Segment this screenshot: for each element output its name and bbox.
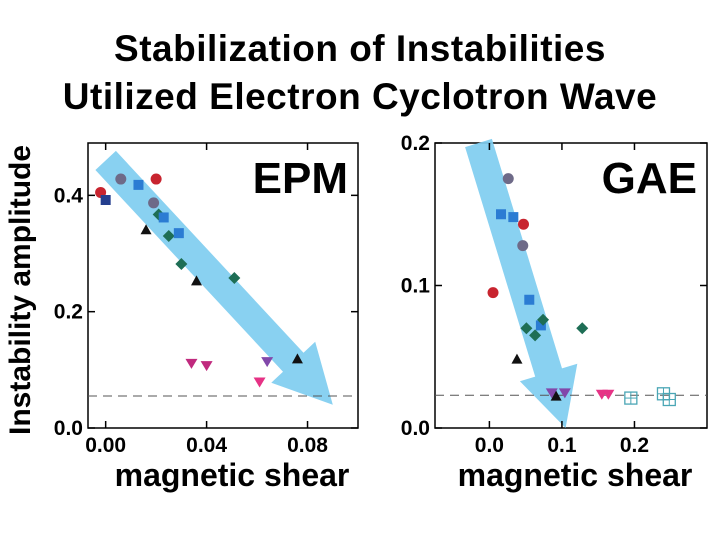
data-point bbox=[291, 353, 303, 364]
y-tick-label: 0.2 bbox=[54, 301, 83, 324]
data-point bbox=[487, 287, 499, 299]
data-point bbox=[576, 322, 589, 335]
data-point bbox=[529, 329, 542, 342]
x-tick-label: 0.1 bbox=[547, 434, 577, 457]
data-point bbox=[496, 209, 507, 220]
data-point bbox=[662, 392, 676, 407]
data-point bbox=[150, 173, 162, 185]
data-point bbox=[200, 361, 213, 372]
x-tick-label: 0.0 bbox=[475, 434, 504, 457]
data-point bbox=[253, 377, 266, 388]
x-tick-label: 0.08 bbox=[287, 434, 328, 457]
data-point bbox=[228, 271, 241, 284]
plot-frame bbox=[87, 142, 359, 429]
data-point bbox=[535, 320, 546, 331]
data-point bbox=[158, 212, 169, 223]
panel-label: GAE bbox=[602, 154, 697, 203]
panel-epm: 0.00 0.04 0.08 0.0 0.2 0.4 EPM magnetic shear bbox=[54, 142, 359, 493]
data-point bbox=[261, 357, 274, 368]
title-line-1: Stabilization of Instabilities bbox=[114, 28, 606, 69]
data-point bbox=[100, 195, 111, 205]
data-point bbox=[524, 294, 535, 305]
data-point bbox=[185, 358, 198, 369]
data-point bbox=[191, 275, 203, 286]
data-point bbox=[550, 390, 562, 401]
title-line-2: Utilized Electron Cyclotron Wave bbox=[62, 76, 658, 117]
data-point bbox=[602, 389, 615, 400]
x-axis-label: magnetic shear bbox=[458, 457, 693, 493]
x-axis-label: magnetic shear bbox=[115, 457, 350, 493]
data-point bbox=[558, 388, 571, 399]
data-point bbox=[508, 212, 519, 223]
y-tick-label: 0.0 bbox=[401, 417, 430, 440]
data-point bbox=[148, 197, 160, 209]
data-point bbox=[517, 218, 529, 230]
y-tick-label: 0.0 bbox=[54, 417, 83, 440]
x-tick-label: 0.04 bbox=[186, 434, 227, 457]
data-point bbox=[140, 224, 152, 235]
y-tick-label: 0.2 bbox=[401, 132, 430, 155]
data-point bbox=[175, 257, 188, 270]
x-tick-label: 0.2 bbox=[620, 434, 649, 457]
panel-gae: 0.0 0.1 0.2 0.0 0.1 0.2 GAE magnetic shear bbox=[401, 132, 708, 493]
data-point bbox=[545, 388, 558, 399]
x-tick-label: 0.00 bbox=[85, 434, 126, 457]
data-point bbox=[511, 353, 523, 364]
data-point bbox=[624, 391, 638, 405]
data-point bbox=[173, 228, 184, 239]
panel-label: EPM bbox=[253, 154, 348, 203]
data-point bbox=[115, 173, 127, 185]
y-tick-label: 0.4 bbox=[54, 184, 84, 207]
y-axis-label: Instability amplitude bbox=[4, 145, 37, 435]
data-point bbox=[133, 179, 144, 190]
data-point bbox=[537, 313, 550, 326]
data-point bbox=[502, 173, 514, 185]
trend-arrow bbox=[465, 138, 578, 428]
data-point bbox=[520, 322, 533, 335]
data-point bbox=[162, 230, 175, 243]
data-point bbox=[517, 240, 529, 252]
y-tick-label: 0.1 bbox=[401, 275, 431, 298]
